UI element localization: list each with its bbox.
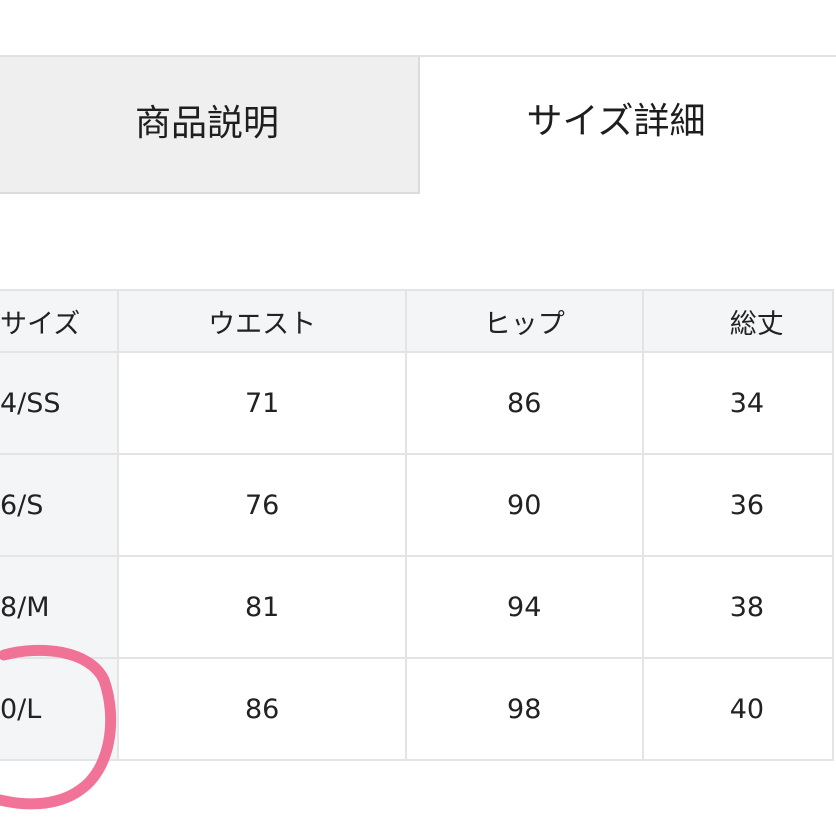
cell-length: 40 — [641, 657, 835, 761]
tab-product-description[interactable]: 商品説明 — [0, 57, 420, 194]
header-hip: ヒップ — [404, 289, 644, 353]
tab-bar: 商品説明 サイズ詳細 — [0, 55, 836, 194]
cell-hip: 94 — [404, 555, 644, 659]
cell-size: 6/S — [0, 453, 120, 557]
cell-hip: 90 — [404, 453, 644, 557]
tab-label: サイズ詳細 — [526, 100, 706, 142]
tab-size-details[interactable]: サイズ詳細 — [420, 57, 836, 192]
tab-label: 商品説明 — [134, 102, 279, 144]
table-header-row: サイズ ウエスト ヒップ 総丈 — [0, 289, 835, 353]
cell-size: 0/L — [0, 657, 120, 761]
size-table: サイズ ウエスト ヒップ 総丈 4/SS 71 86 34 6/S 76 90 … — [0, 289, 835, 761]
cell-hip: 98 — [404, 657, 644, 761]
cell-length: 36 — [641, 453, 835, 557]
table-row: 4/SS 71 86 34 — [0, 351, 835, 455]
cell-length: 38 — [641, 555, 835, 659]
table-row: 8/M 81 94 38 — [0, 555, 835, 659]
cell-waist: 81 — [117, 555, 407, 659]
cell-waist: 71 — [117, 351, 407, 455]
header-length: 総丈 — [641, 289, 835, 353]
cell-waist: 76 — [117, 453, 407, 557]
cell-size: 4/SS — [0, 351, 120, 455]
cell-waist: 86 — [117, 657, 407, 761]
cell-length: 34 — [641, 351, 835, 455]
table-row: 6/S 76 90 36 — [0, 453, 835, 557]
header-size: サイズ — [0, 289, 120, 353]
cell-size: 8/M — [0, 555, 120, 659]
header-waist: ウエスト — [117, 289, 407, 353]
table-row: 0/L 86 98 40 — [0, 657, 835, 761]
cell-hip: 86 — [404, 351, 644, 455]
